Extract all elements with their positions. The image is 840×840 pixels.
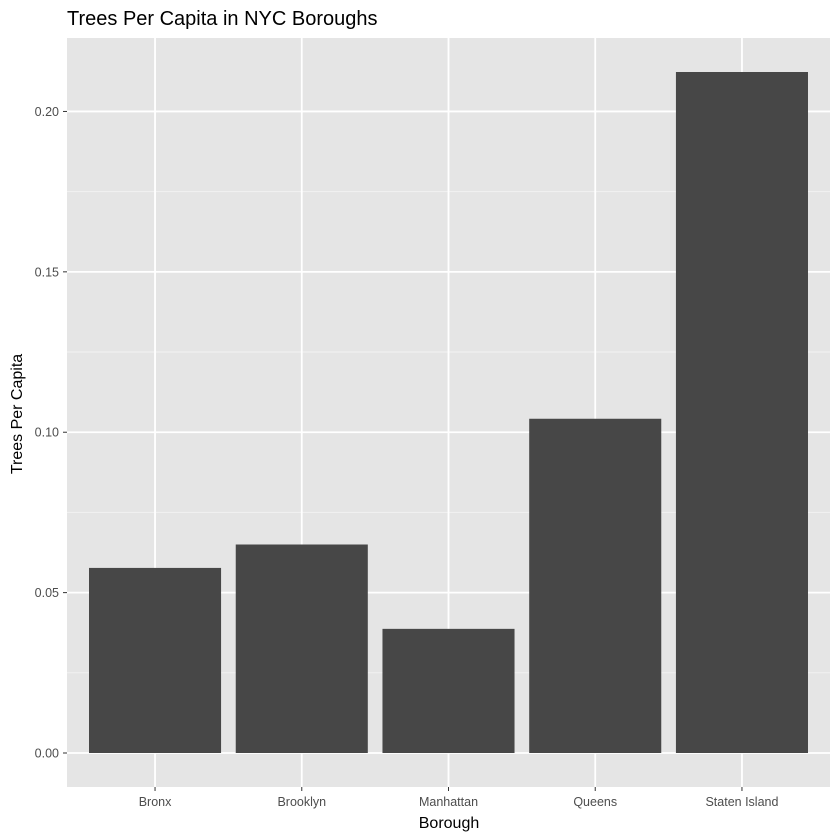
x-tick-label: Bronx [139,795,172,809]
bars [89,72,808,753]
y-tick-label: 0.15 [35,265,59,279]
chart-title: Trees Per Capita in NYC Boroughs [67,8,378,30]
y-tick-label: 0.10 [35,426,59,440]
x-axis: Bronx Brooklyn Manhattan Queens Staten Islan… [139,787,778,809]
y-tick-label: 0.00 [35,746,59,760]
x-axis-title: Borough [419,815,480,832]
bar-staten-island [675,72,808,753]
y-axis-title: Trees Per Capita [9,354,26,474]
y-tick-label: 0.05 [35,586,59,600]
bar-bronx [89,567,222,753]
y-axis: 0.00 0.05 0.10 0.15 0.20 [35,105,67,760]
x-tick-label: Staten Island [705,795,778,809]
x-tick-label: Queens [573,795,617,809]
bar-brooklyn [235,544,368,753]
x-tick-label: Brooklyn [277,795,326,809]
x-tick-label: Manhattan [419,795,478,809]
y-tick-label: 0.20 [35,105,59,119]
bar-queens [529,418,662,753]
bar-manhattan [382,628,515,753]
